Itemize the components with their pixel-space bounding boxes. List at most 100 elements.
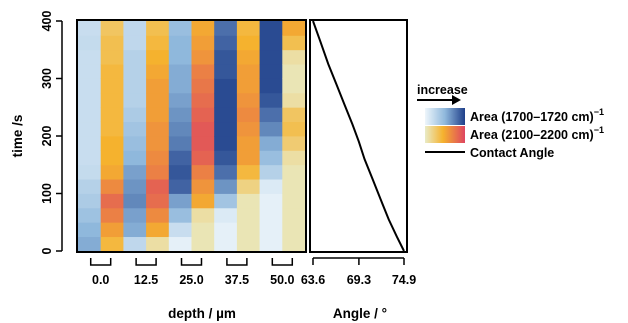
heatmap-cell [282,222,306,238]
heatmap-cell [282,164,306,180]
heatmap-cell [259,21,283,36]
heatmap-cell [282,64,306,79]
y-tick-label: 0 [40,247,54,254]
y-tick-label: 400 [40,11,54,32]
x-bracket [226,258,248,266]
heatmap-cell [214,121,238,137]
heatmap-cell [191,35,215,51]
heatmap-cell [214,21,238,36]
heatmap-cell [214,193,238,209]
heatmap-panel: 0 100 200 300 400 0.0 12.5 25.0 37.5 50.0 time /… [10,11,307,321]
arrowhead-icon [452,95,461,105]
heatmap-cell [78,49,102,65]
heatmap-cell [168,236,192,252]
heatmap-cell [123,193,147,209]
heatmap-cell [146,207,170,223]
heatmap-cell [123,121,147,137]
heatmap-cell [78,107,102,123]
heatmap-cell [214,136,238,151]
heatmap-cell [123,207,147,223]
heatmap-cell [78,207,102,223]
legend-increase-label: increase [417,83,468,97]
angle-axis-title: Angle / ° [333,306,387,321]
heatmap-cell [214,207,238,223]
heatmap-cell [146,35,170,51]
heatmap-cell [168,107,192,123]
heatmap-cell [146,92,170,108]
heatmap-cell [191,92,215,108]
heatmap-cell [191,64,215,79]
heatmap-cell [123,179,147,194]
heatmap-cell [146,136,170,151]
angle-tick-label: 69.3 [347,273,371,287]
y-axis-title: time /s [10,115,25,158]
heatmap-cell [78,121,102,137]
x-axis: 0.0 12.5 25.0 37.5 50.0 [89,258,295,287]
heatmap-cell [236,150,260,166]
heatmap-cell [146,64,170,79]
heatmap-cell [259,207,283,223]
heatmap-cell [259,78,283,94]
legend: increase Area (1700–1720 cm)−1 Area (210… [417,83,604,160]
heatmap-cell [168,21,192,36]
heatmap-cell [236,236,260,252]
heatmap-cell [191,21,215,36]
heatmap-cell [236,222,260,238]
heatmap-cell [123,150,147,166]
heatmap-cell [282,136,306,151]
heatmap-cell [123,164,147,180]
angle-x-axis: 63.6 69.3 74.9 [301,257,416,287]
heatmap-cell [191,222,215,238]
heatmap-cell [123,222,147,238]
angle-tick-label: 74.9 [392,273,416,287]
heatmap-cell [191,121,215,137]
x-tick-label: 37.5 [225,273,249,287]
heatmap-cell [282,92,306,108]
heatmap-cell [168,179,192,194]
heatmap-cell [123,35,147,51]
heatmap-cell [100,222,124,238]
x-bracket [180,258,203,266]
heatmap-cell [191,179,215,194]
heatmap-cell [282,193,306,209]
heatmap-cell [78,78,102,94]
heatmap-cell [78,21,102,36]
heatmap-cell [214,179,238,194]
heatmap-cell [259,92,283,108]
legend-swatch-warm [425,126,465,143]
heatmap-cell [123,49,147,65]
heatmap-cell [146,107,170,123]
heatmap-cell [282,179,306,194]
heatmap-cell [191,164,215,180]
heatmap-cell [236,49,260,65]
heatmap-cell [282,121,306,137]
legend-entry-warm: Area (2100–2200 cm)−1 [470,125,604,142]
heatmap-cell [168,64,192,79]
x-bracket [271,258,294,266]
heatmap-cell [191,193,215,209]
heatmap-cell [191,49,215,65]
heatmap-cell [123,107,147,123]
heatmap-cell [236,107,260,123]
y-axis: 0 100 200 300 400 [40,11,63,254]
heatmap-cell [146,121,170,137]
heatmap-cell [214,150,238,166]
heatmap-cell [146,150,170,166]
heatmap-cell [100,21,124,36]
y-tick-label: 300 [40,68,54,89]
heatmap-cell [191,107,215,123]
heatmap-cell [100,193,124,209]
heatmap-cell [123,92,147,108]
heatmap-cell [259,136,283,151]
heatmap-cell [259,164,283,180]
heatmap-cell [191,150,215,166]
heatmap-cell [259,179,283,194]
heatmap-cell [100,136,124,151]
legend-entry-blue-label: Area (1700–1720 cm) [470,110,594,124]
heatmap-cell [123,236,147,252]
heatmap-cell [78,35,102,51]
heatmap-cell [236,136,260,151]
heatmap-cell [78,179,102,194]
heatmap-cell [214,35,238,51]
heatmap-cell [236,35,260,51]
